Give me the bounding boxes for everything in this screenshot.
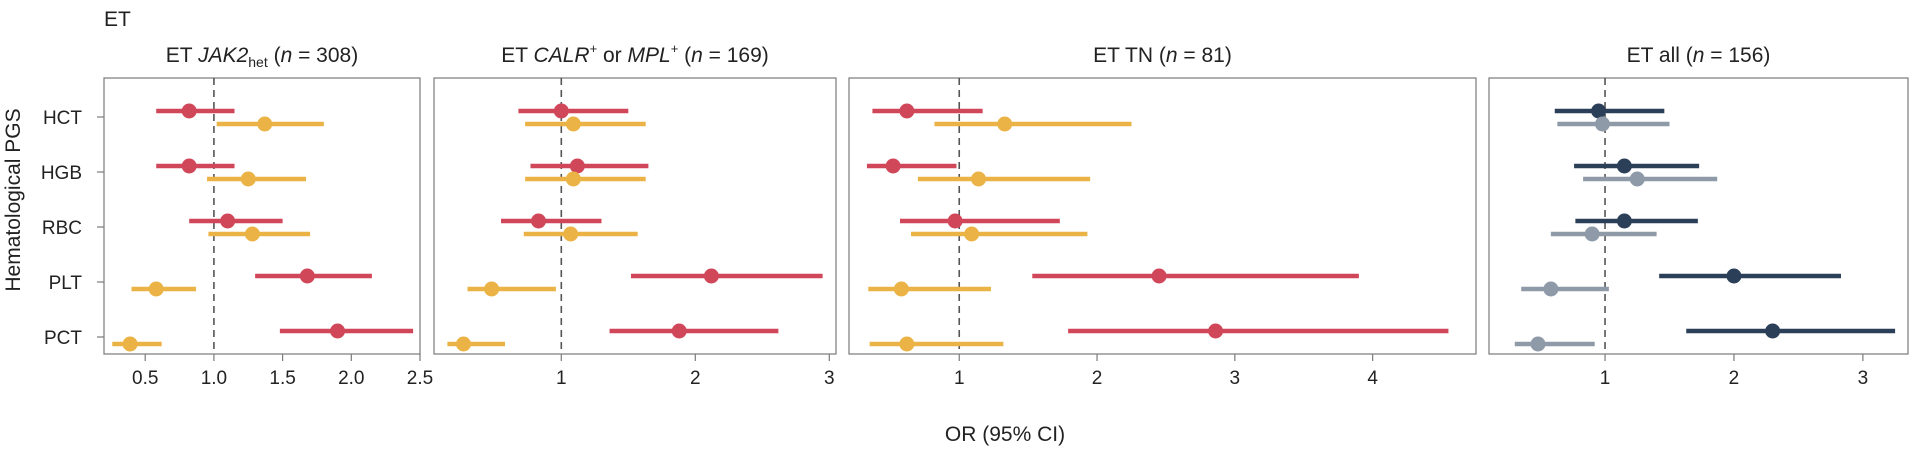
panel-title-part: + bbox=[671, 41, 679, 56]
or-point bbox=[330, 323, 346, 339]
forest-panels: ET JAK2het (n = 308)0.5 1.0 1.5 2.0 2.5HCTHG… bbox=[41, 41, 1909, 389]
panel-title-part: ET TN ( bbox=[1093, 44, 1166, 67]
or-point bbox=[1591, 103, 1607, 119]
or-point bbox=[899, 336, 915, 352]
or-point bbox=[1151, 268, 1167, 284]
or-point bbox=[181, 158, 197, 174]
panel-title-part: ( bbox=[678, 44, 691, 67]
panel-title-part: n bbox=[1693, 44, 1705, 67]
or-point bbox=[1629, 171, 1645, 187]
panel-title-part: n bbox=[691, 44, 703, 67]
or-point bbox=[299, 268, 315, 284]
or-point bbox=[703, 268, 719, 284]
panel-title-part: ( bbox=[268, 44, 281, 67]
or-point bbox=[964, 226, 980, 242]
or-point bbox=[997, 116, 1013, 132]
panel-title-part: + bbox=[590, 41, 598, 56]
panel-title-part: = 156) bbox=[1704, 44, 1770, 67]
panel-title-part: JAK2 bbox=[197, 44, 249, 67]
or-point bbox=[899, 103, 915, 119]
or-point bbox=[971, 171, 987, 187]
x-tick-label: 4 bbox=[1367, 368, 1378, 389]
category-label-hgb: HGB bbox=[41, 163, 82, 184]
or-point bbox=[220, 213, 236, 229]
or-point bbox=[565, 171, 581, 187]
x-tick-label: 1.5 bbox=[269, 368, 295, 389]
panel-title: ET CALR+ or MPL+ (n = 169) bbox=[501, 41, 769, 67]
panel-title-part: ET all ( bbox=[1627, 44, 1693, 67]
panel-title-part: or bbox=[597, 44, 627, 67]
panel-title-part: het bbox=[248, 54, 268, 70]
panel-frame bbox=[1488, 77, 1909, 355]
forest-panel-3: ET TN (n = 81) 1 2 3 4 bbox=[848, 44, 1477, 389]
category-label-pct: PCT bbox=[44, 328, 82, 349]
x-tick-label: 0.5 bbox=[132, 368, 158, 389]
panel-frame bbox=[848, 77, 1477, 355]
or-point bbox=[148, 281, 164, 297]
panel-title: ET TN (n = 81) bbox=[1093, 44, 1232, 67]
x-tick-label: 3 bbox=[1858, 368, 1869, 389]
or-point bbox=[1543, 281, 1559, 297]
panel-title-part: = 169) bbox=[703, 44, 769, 67]
or-point bbox=[455, 336, 471, 352]
x-tick-label: 1 bbox=[556, 368, 567, 389]
y-axis-label: Hematological PGS bbox=[2, 108, 25, 291]
or-point bbox=[893, 281, 909, 297]
x-tick-label: 1 bbox=[1600, 368, 1611, 389]
or-point bbox=[885, 158, 901, 174]
or-point bbox=[563, 226, 579, 242]
panel-frame bbox=[433, 77, 837, 355]
or-point bbox=[1594, 116, 1610, 132]
panel-title-part: MPL bbox=[628, 44, 671, 67]
or-point bbox=[1616, 158, 1632, 174]
x-tick-label: 2 bbox=[690, 368, 701, 389]
figure-label: ET bbox=[104, 8, 131, 31]
or-point bbox=[1616, 213, 1632, 229]
or-point bbox=[1726, 268, 1742, 284]
forest-panel-4: ET all (n = 156) 1 2 3 bbox=[1488, 44, 1909, 389]
x-tick-label: 1 bbox=[954, 368, 965, 389]
or-point bbox=[181, 103, 197, 119]
or-point bbox=[484, 281, 500, 297]
panel-title-part: ET bbox=[501, 44, 533, 67]
panel-title-part: CALR bbox=[534, 44, 590, 67]
panel-title-part: ET bbox=[166, 44, 198, 67]
x-tick-label: 3 bbox=[824, 368, 835, 389]
panel-title: ET all (n = 156) bbox=[1627, 44, 1771, 67]
category-label-plt: PLT bbox=[49, 273, 83, 294]
or-point bbox=[531, 213, 547, 229]
x-tick-label: 2.5 bbox=[407, 368, 433, 389]
or-point bbox=[1530, 336, 1546, 352]
or-point bbox=[1765, 323, 1781, 339]
x-tick-label: 3 bbox=[1230, 368, 1241, 389]
or-point bbox=[1208, 323, 1224, 339]
forest-panel-2: ET CALR+ or MPL+ (n = 169)1 2 3 bbox=[433, 41, 837, 389]
or-point bbox=[1584, 226, 1600, 242]
or-point bbox=[947, 213, 963, 229]
forest-panel-1: ET JAK2het (n = 308) 0.5 1.0 1.5 2.0 2.5 HCT HG… bbox=[41, 44, 433, 389]
x-tick-label: 2 bbox=[1092, 368, 1103, 389]
x-axis-label: OR (95% CI) bbox=[945, 423, 1065, 446]
or-point bbox=[565, 116, 581, 132]
category-label-rbc: RBC bbox=[42, 218, 82, 239]
panel-title-part: = 308) bbox=[292, 44, 358, 67]
x-tick-label: 1.0 bbox=[201, 368, 227, 389]
or-point bbox=[122, 336, 138, 352]
panel-title: ET JAK2het (n = 308) bbox=[166, 44, 358, 70]
or-point bbox=[569, 158, 585, 174]
panel-frame bbox=[103, 77, 421, 355]
or-point bbox=[553, 103, 569, 119]
panel-title-part: n bbox=[1166, 44, 1178, 67]
panel-title-part: n bbox=[281, 44, 293, 67]
x-tick-label: 2 bbox=[1729, 368, 1740, 389]
or-point bbox=[240, 171, 256, 187]
panel-title-part: = 81) bbox=[1178, 44, 1232, 67]
x-tick-label: 2.0 bbox=[338, 368, 364, 389]
category-label-hct: HCT bbox=[43, 108, 82, 129]
or-point bbox=[671, 323, 687, 339]
or-point bbox=[244, 226, 260, 242]
or-point bbox=[257, 116, 273, 132]
